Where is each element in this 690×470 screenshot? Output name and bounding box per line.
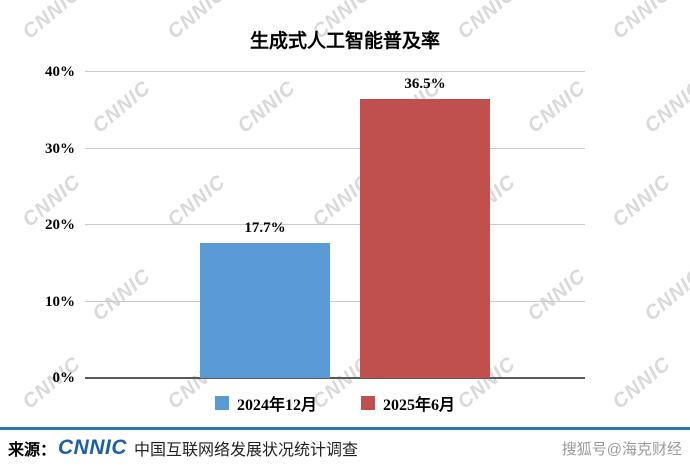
footer-divider-line xyxy=(0,427,690,430)
chart-title: 生成式人工智能普及率 xyxy=(249,31,440,52)
legend: 2024年12月 2025年6月 xyxy=(85,391,585,415)
plot-area: 0% 10% 20% 30% 40% 17.7% 36.5% xyxy=(45,64,585,386)
cnnic-watermark: CNNIC xyxy=(640,264,690,326)
credit-watermark: 搜狐号@海克财经 xyxy=(561,440,682,458)
cnnic-watermark: CNNIC xyxy=(640,76,690,138)
cnnic-logo: CNNIC xyxy=(58,436,128,459)
source-text: 中国互联网络发展状况统计调查 xyxy=(134,442,359,459)
legend-item-2024-12: 2024年12月 xyxy=(214,391,317,415)
legend-swatch-red xyxy=(361,396,375,410)
bar-value-label-2025-06: 36.5% xyxy=(404,75,446,92)
y-tick-label: 0% xyxy=(52,370,76,386)
y-tick-label: 40% xyxy=(45,64,75,80)
bar-slot-2024-12: 17.7% xyxy=(200,72,330,378)
bar-value-label-2024-12: 17.7% xyxy=(244,219,286,236)
bar-2024-12 xyxy=(200,242,330,378)
cnnic-watermark: CNNIC xyxy=(608,170,676,232)
legend-item-2025-06: 2025年6月 xyxy=(361,391,455,415)
bar-slot-2025-06: 36.5% xyxy=(360,72,490,378)
source-prefix: 来源： xyxy=(8,442,57,459)
legend-swatch-blue xyxy=(214,396,229,410)
gridline-40 xyxy=(85,71,585,72)
gridline-30 xyxy=(85,147,585,149)
x-axis-line xyxy=(85,377,585,379)
gridline-20 xyxy=(85,224,585,225)
legend-label: 2025年6月 xyxy=(383,397,456,414)
y-tick-label: 20% xyxy=(45,217,75,233)
footer: 来源： CNNIC 中国互联网络发展状况统计调查 搜狐号@海克财经 xyxy=(8,436,682,460)
legend-label: 2024年12月 xyxy=(236,397,317,414)
gridline-10 xyxy=(85,300,585,302)
bar-2025-06 xyxy=(360,98,490,378)
y-tick-label: 30% xyxy=(45,140,75,157)
y-tick-label: 10% xyxy=(45,293,75,310)
cnnic-watermark: CNNIC xyxy=(608,352,676,414)
